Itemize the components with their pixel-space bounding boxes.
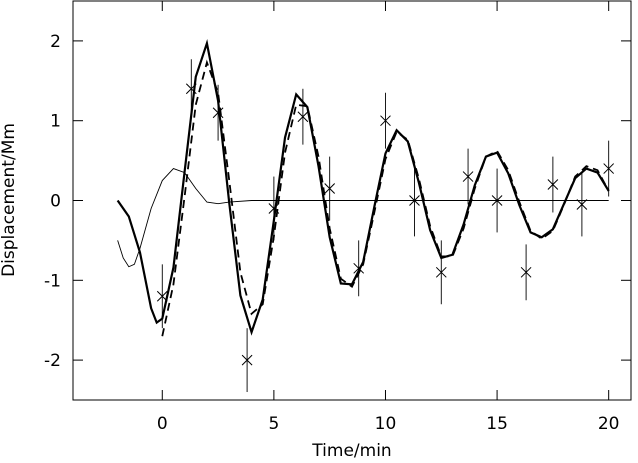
data-point — [576, 199, 588, 210]
data-point — [491, 195, 503, 206]
y-tick-label: 2 — [50, 32, 61, 52]
y-tick-label: -2 — [44, 351, 61, 371]
data-point — [324, 183, 336, 194]
data-point — [520, 266, 532, 278]
data-point — [380, 115, 391, 127]
data-point — [185, 83, 197, 95]
x-tick-label: 20 — [598, 414, 620, 434]
x-tick-label: 5 — [268, 414, 279, 434]
data-point — [603, 163, 615, 174]
data-point — [353, 262, 365, 274]
x-tick-label: 15 — [486, 414, 508, 434]
data-point — [268, 203, 280, 214]
y-axis-label: Displacement/Mm — [0, 123, 19, 277]
data-point — [212, 107, 224, 119]
data-point — [156, 290, 168, 302]
x-tick-label: 10 — [375, 414, 397, 434]
data-point — [435, 266, 447, 278]
x-axis-label: Time/min — [311, 441, 391, 461]
data-point — [409, 195, 420, 206]
y-tick-label: 1 — [50, 112, 61, 132]
data-point — [297, 111, 309, 123]
curve — [117, 168, 609, 268]
curve — [116, 38, 610, 336]
data-point — [462, 171, 474, 182]
data-point — [547, 179, 559, 190]
y-tick-label: 0 — [50, 192, 61, 212]
y-tick-label: -1 — [44, 271, 61, 291]
data-point — [241, 354, 253, 366]
curve — [161, 59, 610, 337]
x-tick-label: 0 — [157, 414, 168, 434]
